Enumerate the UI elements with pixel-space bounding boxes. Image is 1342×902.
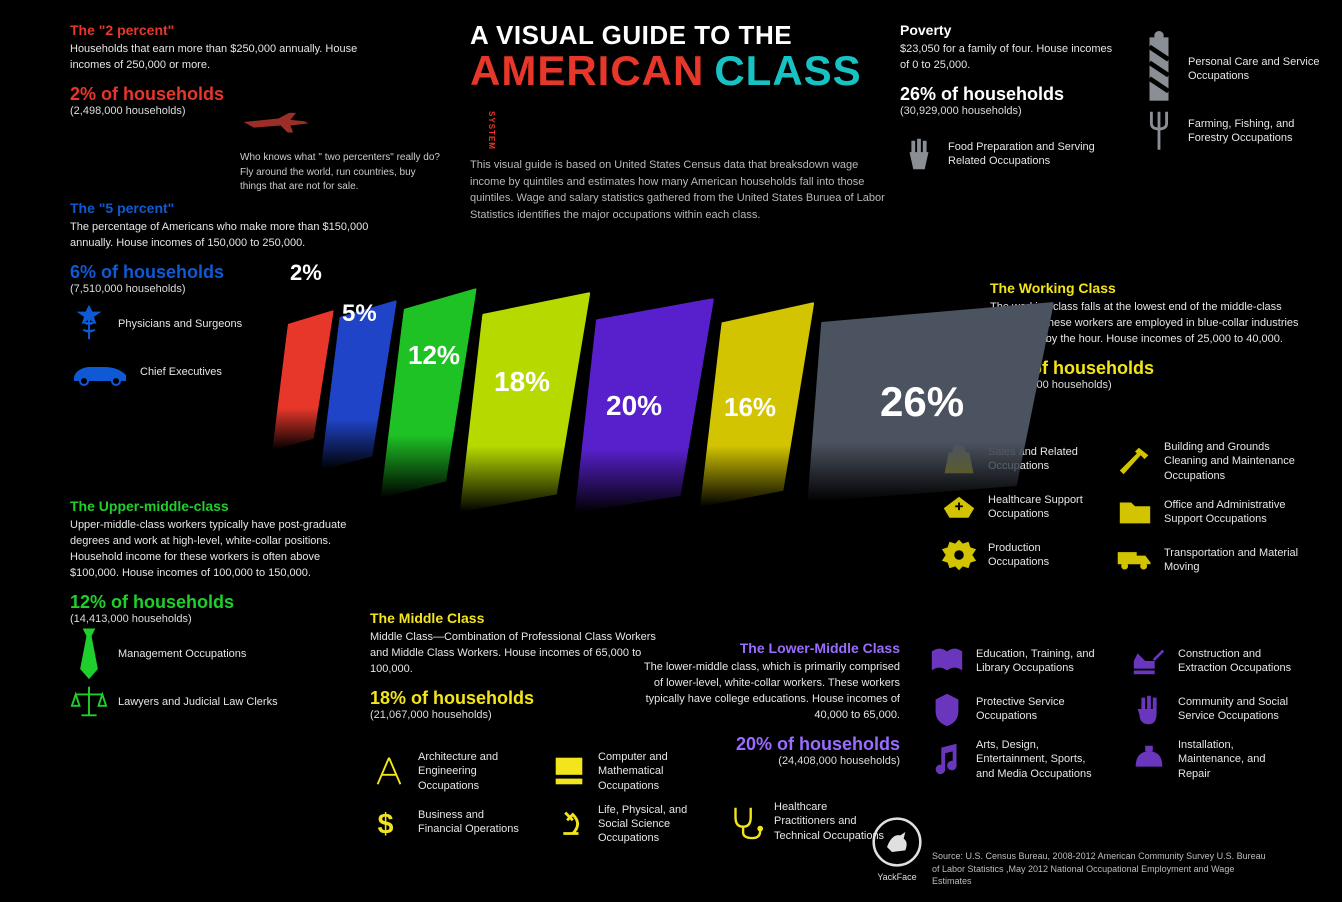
- lower-heading: The Lower-Middle Class: [640, 640, 900, 656]
- two-desc: Households that earn more than $250,000 …: [70, 42, 400, 74]
- folder-icon: [1116, 493, 1154, 531]
- book-icon: [928, 642, 966, 680]
- two-heading: The "2 percent": [70, 22, 400, 38]
- work-col-2: Building and Grounds Cleaning and Mainte…: [1116, 430, 1306, 579]
- map-slice: [270, 310, 334, 450]
- five-occ1-label: Physicians and Surgeons: [118, 317, 242, 331]
- pov-stat: 26% of households: [900, 84, 1120, 105]
- us-map: 2%5%12%18%20%16%26%: [280, 270, 1050, 520]
- five-heading: The "5 percent": [70, 200, 390, 216]
- five-desc: The percentage of Americans who make mor…: [70, 220, 390, 252]
- upper-desc: Upper-middle-class workers typically hav…: [70, 518, 370, 582]
- scales-icon: [70, 683, 108, 721]
- pitchfork-icon: [1140, 112, 1178, 150]
- music-icon: [928, 740, 966, 778]
- work-occ3-label: Production Occupations: [988, 541, 1100, 570]
- map-pct-label: 26%: [880, 378, 964, 426]
- upper-sub: (14,413,000 households): [70, 613, 370, 625]
- logo-text: YackFace: [872, 872, 922, 882]
- tie-icon: [70, 635, 108, 673]
- mid-desc: Middle Class—Combination of Professional…: [370, 630, 660, 678]
- mid-sub: (21,067,000 households): [370, 709, 660, 721]
- mid-occ5-label: Healthcare Practitioners and Technical O…: [774, 800, 886, 843]
- hand-icon: [1130, 690, 1168, 728]
- jet-caption: Who knows what " two percenters" really …: [240, 151, 440, 195]
- microscope-icon: [550, 805, 588, 843]
- class-middle: The Middle Class Middle Class—Combinatio…: [370, 610, 660, 721]
- svg-text:$: $: [378, 808, 394, 840]
- work-occ5-label: Office and Administrative Support Occupa…: [1164, 498, 1306, 527]
- lower-occ1-label: Education, Training, and Library Occupat…: [976, 647, 1104, 676]
- pov-occ2-label: Personal Care and Service Occupations: [1188, 55, 1320, 84]
- title-subword-system: SYSTEM: [487, 111, 496, 150]
- lower-desc: The lower-middle class, which is primari…: [640, 660, 900, 724]
- lower-occ4-label: Construction and Extraction Occupations: [1178, 647, 1300, 676]
- lower-col-1: Education, Training, and Library Occupat…: [928, 632, 1104, 781]
- upper-occ2-row: Lawyers and Judicial Law Clerks: [70, 683, 370, 721]
- lower-sub: (24,408,000 households): [640, 755, 900, 767]
- jet-caption-block: Who knows what " two percenters" really …: [240, 100, 440, 195]
- mid-occ1-label: Architecture and Engineering Occupations: [418, 750, 530, 793]
- map-pct-label: 20%: [606, 390, 662, 422]
- pov-occ3-label: Farming, Fishing, and Forestry Occupatio…: [1188, 117, 1320, 146]
- barber-pole-icon: [1140, 50, 1178, 88]
- lower-occ5-label: Community and Social Service Occupations: [1178, 695, 1300, 724]
- pov-sub: (30,929,000 households): [900, 105, 1120, 117]
- mid-occ2-label: Business and Financial Operations: [418, 808, 530, 837]
- hammer-icon: [1116, 442, 1154, 480]
- title-word-class: CLASS: [714, 47, 861, 94]
- hardhat-icon: [1130, 740, 1168, 778]
- subtitle-text: This visual guide is based on United Sta…: [470, 157, 890, 223]
- work-occ4-label: Building and Grounds Cleaning and Mainte…: [1164, 440, 1306, 483]
- gear-icon: [940, 536, 978, 574]
- mid-occ4-label: Life, Physical, and Social Science Occup…: [598, 803, 710, 846]
- fries-icon: [900, 135, 938, 173]
- yackface-logo: YackFace: [872, 817, 922, 882]
- lower-stat: 20% of households: [640, 734, 900, 755]
- excavator-icon: [1130, 642, 1168, 680]
- title-block: A VISUAL GUIDE TO THE AMERICANCLASSSYSTE…: [470, 20, 890, 223]
- map-pct-label: 12%: [408, 340, 460, 371]
- dollar-icon: $: [370, 803, 408, 841]
- pov-desc: $23,050 for a family of four. House inco…: [900, 42, 1120, 74]
- lower-occ6-label: Installation, Maintenance, and Repair: [1178, 738, 1300, 781]
- upper-occ1-label: Management Occupations: [118, 647, 246, 661]
- mid-heading: The Middle Class: [370, 610, 660, 626]
- stethoscope-icon: [726, 802, 764, 840]
- work-occ6-label: Transportation and Material Moving: [1164, 546, 1306, 575]
- car-icon: [70, 353, 130, 391]
- class-poverty: Poverty $23,050 for a family of four. Ho…: [900, 22, 1120, 173]
- mid-stat: 18% of households: [370, 688, 660, 709]
- lower-occ3-label: Arts, Design, Entertainment, Sports, and…: [976, 738, 1104, 781]
- truck-icon: [1116, 541, 1154, 579]
- upper-occ2-label: Lawyers and Judicial Law Clerks: [118, 695, 278, 709]
- badge-icon: [928, 690, 966, 728]
- map-pct-label: 18%: [494, 366, 550, 398]
- map-pct-label: 2%: [290, 260, 322, 286]
- class-upper-middle: The Upper-middle-class Upper-middle-clas…: [70, 498, 370, 721]
- footer-source: Source: U.S. Census Bureau, 2008-2012 Am…: [932, 850, 1272, 888]
- title-line-2: AMERICANCLASSSYSTEM: [470, 47, 890, 143]
- lower-occ2-label: Protective Service Occupations: [976, 695, 1104, 724]
- lower-col-2: Construction and Extraction Occupations …: [1130, 632, 1300, 781]
- mid-col-3: Healthcare Practitioners and Technical O…: [726, 790, 886, 843]
- upper-stat: 12% of households: [70, 592, 370, 613]
- five-occ2-label: Chief Executives: [140, 365, 222, 379]
- map-pct-label: 16%: [724, 392, 776, 423]
- class-lower-middle: The Lower-Middle Class The lower-middle …: [640, 640, 900, 767]
- poverty-col-2: Personal Care and Service Occupations Fa…: [1140, 40, 1320, 150]
- computer-icon: [550, 752, 588, 790]
- caduceus-icon: [70, 305, 108, 343]
- map-pct-label: 5%: [342, 300, 377, 328]
- jet-icon: [240, 100, 310, 144]
- pov-heading: Poverty: [900, 22, 1120, 38]
- upper-occ1-row: Management Occupations: [70, 635, 370, 673]
- mid-col-1: Architecture and Engineering Occupations…: [370, 740, 530, 841]
- map-slice: [455, 292, 591, 512]
- pov-occ1-label: Food Preparation and Serving Related Occ…: [948, 140, 1120, 169]
- compass-icon: [370, 752, 408, 790]
- title-word-american: AMERICAN: [470, 47, 704, 94]
